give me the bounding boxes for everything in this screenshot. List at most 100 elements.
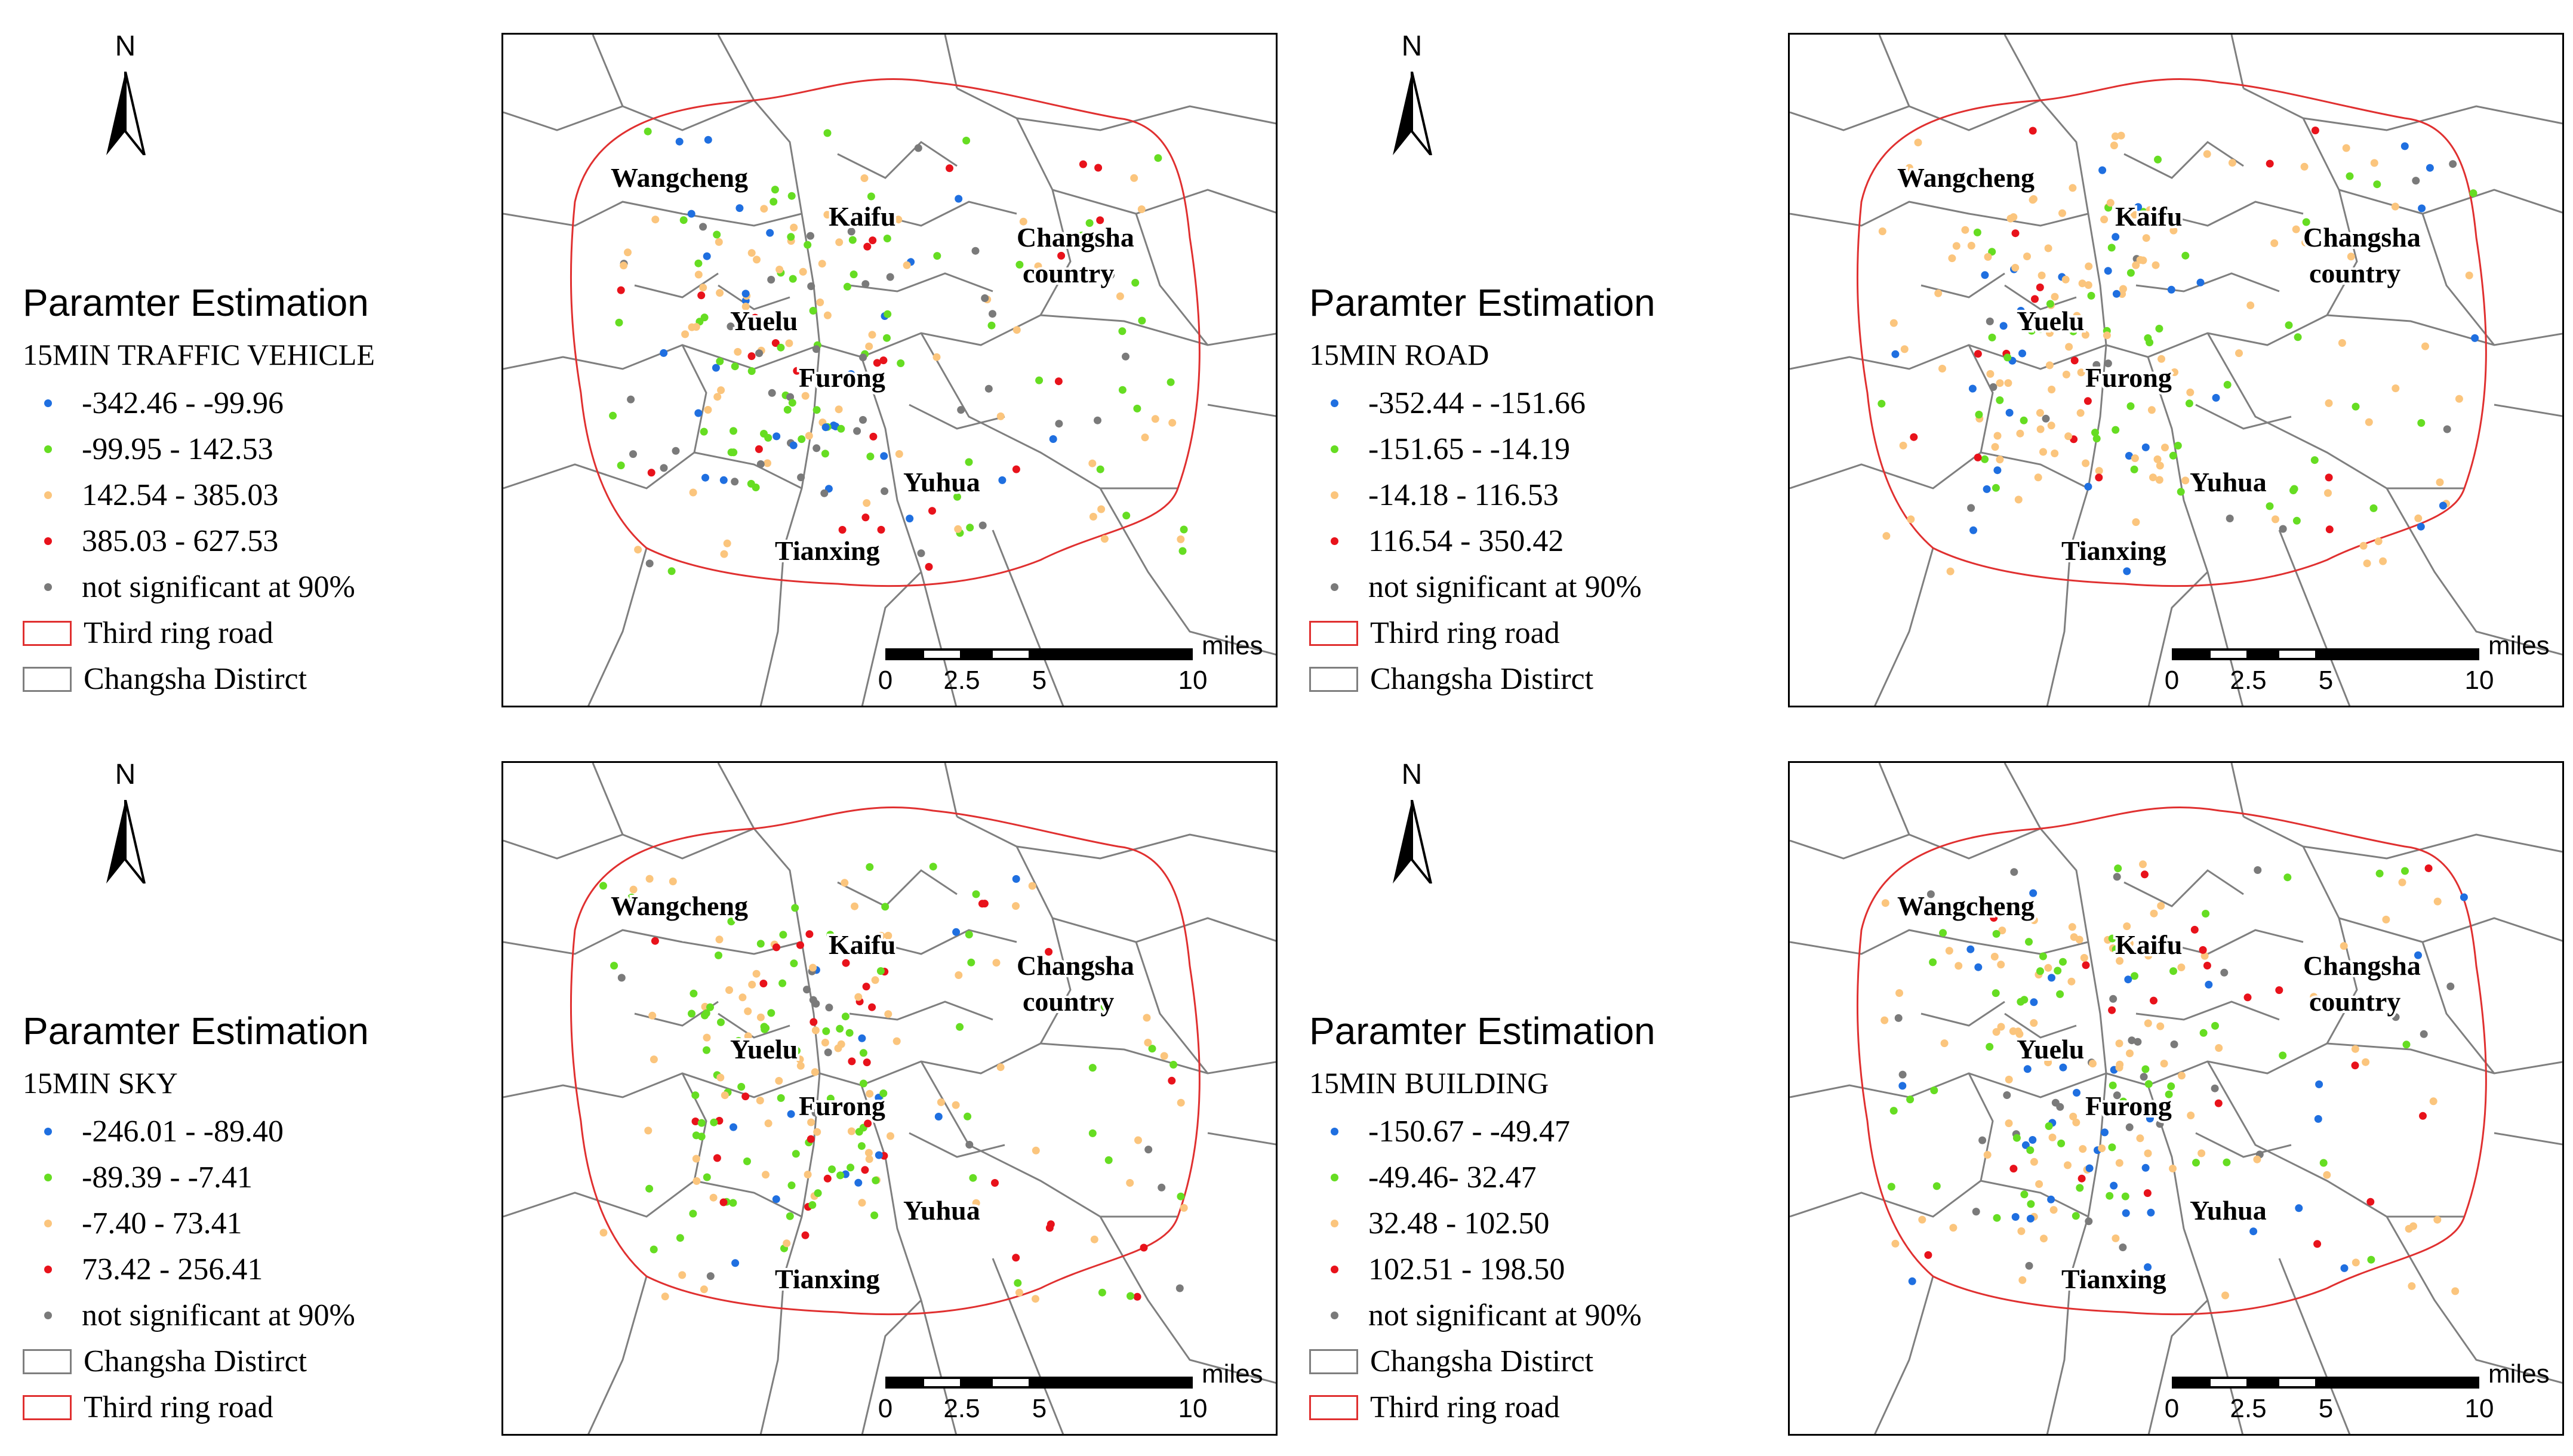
sample-point — [1141, 433, 1149, 442]
sample-point — [2196, 278, 2205, 287]
sample-point — [861, 513, 870, 522]
sample-point — [2083, 397, 2092, 405]
sample-point — [2351, 1045, 2359, 1053]
sample-point — [2412, 177, 2420, 185]
sample-point — [2156, 1022, 2165, 1030]
sample-point — [1012, 1254, 1020, 1262]
sample-point — [2249, 1227, 2258, 1236]
sample-point — [992, 959, 1001, 967]
sample-point — [2359, 541, 2368, 550]
sample-point — [2325, 399, 2333, 407]
sample-point — [2005, 1075, 2013, 1083]
sample-point — [2112, 1234, 2120, 1242]
sample-point — [876, 967, 885, 975]
sample-point — [850, 270, 858, 279]
sample-point — [747, 367, 756, 375]
sample-point — [981, 294, 989, 302]
sample-point — [799, 267, 807, 276]
district-label: country — [1023, 986, 1114, 1017]
sample-point — [809, 307, 817, 315]
sample-point — [1968, 384, 1977, 393]
sample-point — [2110, 1181, 2118, 1190]
sample-point — [952, 1101, 960, 1109]
sample-point — [1955, 962, 1963, 970]
sample-point — [790, 959, 798, 968]
sample-point — [954, 525, 962, 533]
sample-point — [2235, 349, 2243, 358]
district-label: Yuelu — [2017, 306, 2084, 336]
sample-point — [803, 986, 811, 994]
sample-point — [2062, 370, 2070, 378]
sample-point — [1047, 1220, 1055, 1229]
sample-point — [1989, 383, 1998, 391]
sample-point — [2021, 1141, 2030, 1149]
sample-point — [2144, 1149, 2152, 1158]
legend-class-label: -14.18 - 116.53 — [1368, 478, 1559, 512]
sample-point — [2156, 1120, 2164, 1128]
sample-point — [2114, 864, 2122, 873]
sample-point — [2313, 1240, 2322, 1248]
sample-point — [599, 1229, 608, 1237]
sample-point — [712, 364, 720, 372]
legend-class-item: 385.03 - 627.53 — [23, 518, 500, 564]
sample-point — [2087, 291, 2095, 300]
district-label: Wangcheng — [1897, 891, 2035, 921]
sample-point — [859, 415, 867, 424]
sample-point — [863, 242, 872, 251]
sample-point — [786, 1212, 794, 1220]
sample-point — [2301, 238, 2310, 247]
sample-point — [713, 1154, 721, 1162]
sample-point — [2117, 131, 2125, 140]
scale-unit-label: miles — [1202, 1359, 1263, 1389]
scale-tick-label: 5 — [2319, 666, 2333, 695]
sample-point — [700, 427, 708, 436]
legend-class-item: 142.54 - 385.03 — [23, 472, 500, 518]
sample-point — [609, 411, 617, 420]
sample-point — [2433, 1215, 2442, 1224]
district-label: Yuhua — [903, 467, 980, 497]
sample-point — [1967, 504, 1975, 512]
legend-class-item: -150.67 - -49.47 — [1309, 1109, 1787, 1155]
sample-point — [2017, 307, 2025, 315]
sample-point — [715, 238, 723, 246]
sample-point — [868, 331, 876, 339]
sample-point — [2085, 262, 2093, 270]
sample-point — [770, 198, 778, 206]
sample-point — [2408, 1282, 2416, 1290]
sample-point — [932, 353, 941, 361]
sample-point — [650, 1055, 658, 1064]
sample-point — [1974, 350, 1982, 358]
sample-point — [2409, 1222, 2417, 1230]
sample-point — [788, 399, 796, 407]
sample-point — [764, 433, 772, 442]
north-arrow: N — [90, 758, 161, 884]
sample-point — [2147, 1101, 2156, 1109]
sample-point — [998, 476, 1007, 484]
sample-point — [761, 1025, 769, 1033]
sample-point — [610, 962, 618, 970]
sample-point — [2223, 1158, 2231, 1166]
sample-point — [1889, 1107, 1898, 1115]
sample-point — [2420, 1030, 2428, 1038]
sample-point — [2370, 159, 2378, 167]
sample-point — [694, 270, 703, 279]
sample-point — [2078, 279, 2086, 288]
sample-point — [2078, 1174, 2086, 1183]
sample-point — [824, 1109, 833, 1118]
sample-point — [1177, 1098, 1185, 1107]
sample-point — [807, 232, 814, 240]
sample-point — [2144, 952, 2153, 960]
sample-point — [807, 282, 815, 290]
sample-point — [2039, 952, 2047, 961]
sample-point — [2130, 465, 2138, 473]
sample-point — [2029, 127, 2037, 135]
sample-point — [952, 928, 961, 936]
sample-point — [868, 1003, 876, 1011]
sample-point — [809, 964, 817, 972]
sample-point — [2178, 1072, 2186, 1080]
sample-point — [748, 980, 756, 989]
sample-point — [877, 932, 885, 940]
sample-point — [2146, 1115, 2154, 1123]
sample-point — [966, 524, 974, 532]
sample-point — [2073, 312, 2081, 320]
